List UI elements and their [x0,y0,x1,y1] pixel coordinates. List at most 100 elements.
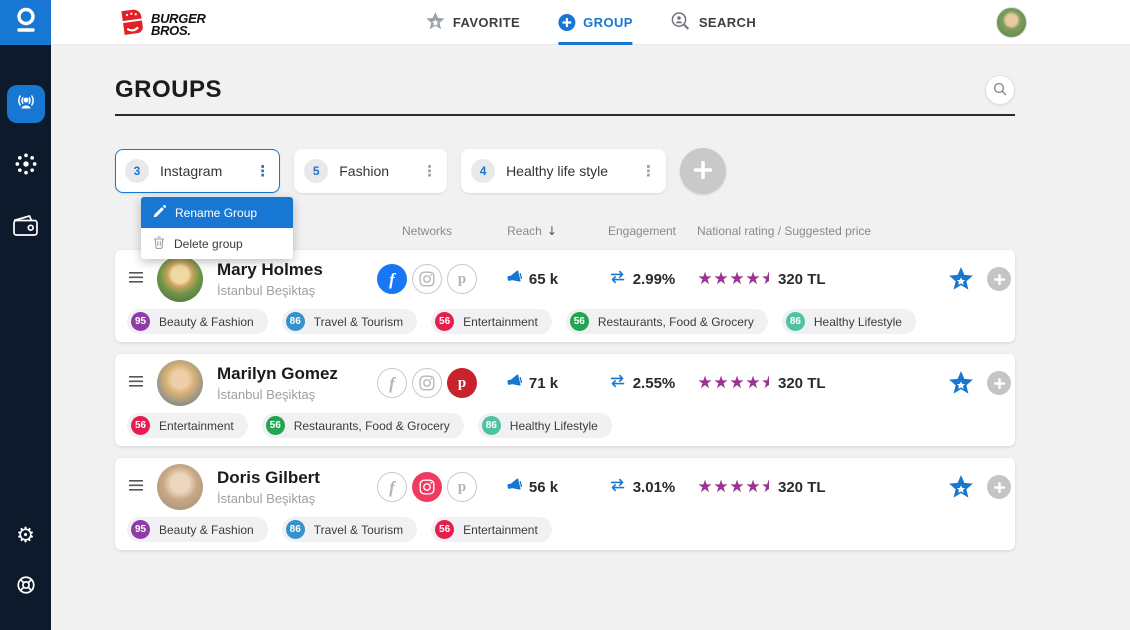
group-tab-healthy-life-style[interactable]: 4 Healthy life style ⋮ [461,149,666,193]
reach-cell: 56 k [477,478,587,497]
plus-icon [693,160,713,182]
exchange-arrows-icon [609,270,626,288]
user-avatar[interactable] [996,7,1027,38]
facebook-icon[interactable]: f [377,368,407,398]
kebab-menu-icon[interactable]: ⋮ [641,162,656,180]
pinterest-icon[interactable]: p [447,264,477,294]
drag-handle-icon[interactable] [127,270,143,288]
broadcast-influencer-icon [15,92,37,116]
suggested-price: 320 TL [778,478,826,496]
menu-item-rename-group[interactable]: Rename Group [141,197,293,228]
engagement-value: 2.55% [632,374,676,392]
reach-value: 65 k [528,270,559,288]
exchange-arrows-icon [609,374,626,392]
sidebar-item-discover[interactable] [7,147,45,185]
group-tab-label: Healthy life style [506,163,608,179]
group-tab-fashion[interactable]: 5 Fashion ⋮ [294,149,448,193]
group-count-badge: 4 [471,159,496,183]
tab-group[interactable]: GROUP [558,0,633,45]
engagement-cell: 3.01% [587,478,697,496]
drag-handle-icon[interactable] [127,374,143,392]
instagram-icon[interactable] [412,264,442,294]
influencer-identity: Mary Holmes İstanbul Beşiktaş [217,260,377,298]
category-score-badge: 56 [569,312,589,331]
favorite-star-button[interactable] [948,266,974,292]
page-title: GROUPS [115,76,223,103]
category-tag-label: Beauty & Fashion [159,522,254,537]
star-rating: ★★★★★ [697,268,769,289]
add-to-group-button[interactable] [987,371,1011,395]
influencer-name: Doris Gilbert [217,468,320,487]
brand-logo[interactable]: BURGER BROS. [118,7,206,42]
app-logo[interactable] [0,0,51,45]
tab-favorite[interactable]: FAVORITE [425,0,520,45]
column-header-networks[interactable]: Networks [401,224,452,238]
influencer-location: İstanbul Beşiktaş [217,283,316,298]
category-tag-label: Healthy Lifestyle [509,418,598,433]
plus-icon [987,475,1011,499]
title-divider [115,114,1015,116]
category-tag: 56 Restaurants, Food & Grocery [565,309,768,334]
facebook-icon[interactable]: f [377,472,407,502]
plus-circle-icon [558,14,576,31]
groups-search-button[interactable] [985,75,1015,105]
group-tab-label: Instagram [160,163,223,179]
influencer-avatar[interactable] [157,464,203,510]
category-tags: 95 Beauty & Fashion 86 Travel & Tourism … [127,309,1003,334]
pinterest-icon[interactable]: p [447,368,477,398]
plus-icon [987,267,1011,291]
sidebar-item-settings[interactable]: ⚙ [16,525,35,547]
category-score-badge: 56 [435,520,455,539]
trash-icon [153,235,165,252]
category-tag: 86 Healthy Lifestyle [477,413,612,438]
column-header-engagement[interactable]: Engagement [607,224,677,238]
kebab-menu-icon[interactable]: ⋮ [255,162,271,180]
add-group-button[interactable] [680,148,726,194]
star-rating: ★★★★★ [697,476,769,497]
instagram-icon[interactable] [412,472,442,502]
column-header-rating-price[interactable]: National rating / Suggested price [697,224,872,238]
tab-favorite-label: FAVORITE [452,15,521,30]
sidebar-item-wallet[interactable] [7,209,45,247]
engagement-value: 3.01% [632,478,676,496]
exchange-arrows-icon [609,478,626,496]
group-tab-instagram[interactable]: 3 Instagram ⋮ [115,149,281,193]
tab-search-label: SEARCH [698,15,757,30]
menu-item-delete-group[interactable]: Delete group [141,228,293,259]
group-count-badge: 5 [304,159,329,183]
drag-handle-icon[interactable] [127,478,143,496]
engagement-cell: 2.99% [587,270,697,288]
reach-value: 56 k [528,478,559,496]
facebook-icon[interactable]: f [377,264,407,294]
category-score-badge: 95 [131,312,150,331]
favorite-star-button[interactable] [948,474,974,500]
kebab-menu-icon[interactable]: ⋮ [422,162,438,180]
sidebar-item-influencers[interactable] [6,85,45,123]
category-tag: 56 Entertainment [127,413,248,438]
category-tags: 56 Entertainment 56 Restaurants, Food & … [127,413,1003,438]
category-tag: 56 Entertainment [431,517,552,542]
influencer-avatar[interactable] [157,360,203,406]
megaphone-icon [506,478,522,497]
add-to-group-button[interactable] [987,267,1011,291]
rating-price-cell: ★★★★★ 320 TL [697,476,937,497]
suggested-price: 320 TL [778,374,826,392]
influencer-identity: Marilyn Gomez İstanbul Beşiktaş [217,364,377,402]
burger-icon [118,7,145,42]
add-to-group-button[interactable] [987,475,1011,499]
sidebar-item-help[interactable] [16,575,36,600]
tab-search[interactable]: SEARCH [671,0,756,45]
group-context-menu: Rename Group Delete group [141,197,293,259]
row-actions [937,474,1011,500]
topbar: BURGER BROS. FAVORITE GROUP [51,0,1130,45]
pinterest-icon[interactable]: p [447,472,477,502]
column-header-reach[interactable]: Reach ↓ [507,224,557,238]
influencer-avatar[interactable] [157,256,203,302]
influencer-name: Marilyn Gomez [217,364,338,383]
favorite-star-button[interactable] [948,370,974,396]
instagram-icon[interactable] [412,368,442,398]
